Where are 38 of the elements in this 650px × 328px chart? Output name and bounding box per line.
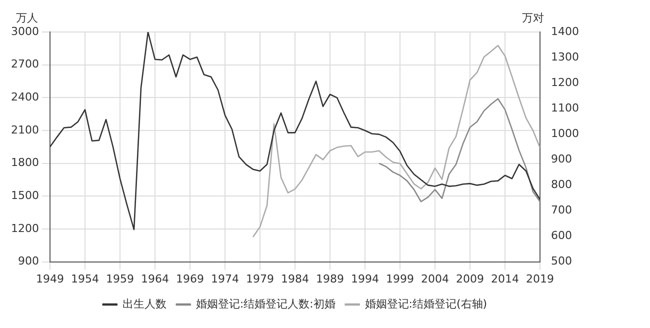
x-tick-label: 1959	[106, 272, 134, 286]
legend-label: 婚姻登记:结婚登记人数:初婚	[196, 297, 336, 310]
y2-tick-label: 1400	[551, 24, 580, 38]
y2-tick-label: 800	[551, 178, 572, 192]
y2-tick-label: 600	[551, 229, 572, 242]
x-tick-label: 2009	[456, 272, 484, 286]
y2-tick-label: 700	[551, 204, 572, 217]
y2-tick-label: 1300	[551, 50, 580, 64]
x-tick-label: 1984	[281, 272, 309, 286]
x-tick-label: 1999	[386, 272, 414, 286]
y2-tick-label: 500	[551, 254, 572, 268]
x-tick-label: 1949	[36, 272, 64, 286]
x-tick-label: 2019	[526, 272, 554, 286]
y-tick-label: 1500	[10, 189, 39, 202]
y2-tick-label: 900	[551, 152, 572, 166]
x-tick-label: 2014	[491, 272, 520, 286]
y2-tick-label: 1100	[551, 101, 580, 114]
x-tick-label: 2004	[421, 272, 450, 286]
x-tick-label: 1979	[246, 272, 274, 286]
x-tick-label: 1969	[176, 272, 204, 286]
x-tick-label: 1974	[211, 272, 239, 286]
y2-axis-title: 万对	[522, 11, 544, 24]
y-tick-label: 1800	[10, 156, 39, 170]
y-tick-label: 2700	[10, 58, 39, 71]
y-tick-label: 2400	[10, 90, 39, 104]
x-tick-label: 1954	[70, 272, 99, 286]
y2-tick-label: 1000	[551, 126, 580, 140]
x-tick-label: 1989	[316, 272, 344, 286]
y2-tick-label: 1200	[551, 76, 580, 89]
x-tick-label: 1994	[351, 272, 379, 286]
y-tick-label: 900	[18, 254, 39, 268]
y-tick-label: 2100	[10, 123, 39, 136]
legend-label: 婚姻登记:结婚登记(右轴)	[364, 297, 488, 310]
y-tick-label: 1200	[10, 222, 39, 235]
legend-label: 出生人数	[122, 297, 166, 310]
y-axis-title: 万人	[16, 11, 38, 24]
x-tick-label: 1964	[140, 272, 169, 286]
y-tick-label: 3000	[10, 24, 39, 38]
